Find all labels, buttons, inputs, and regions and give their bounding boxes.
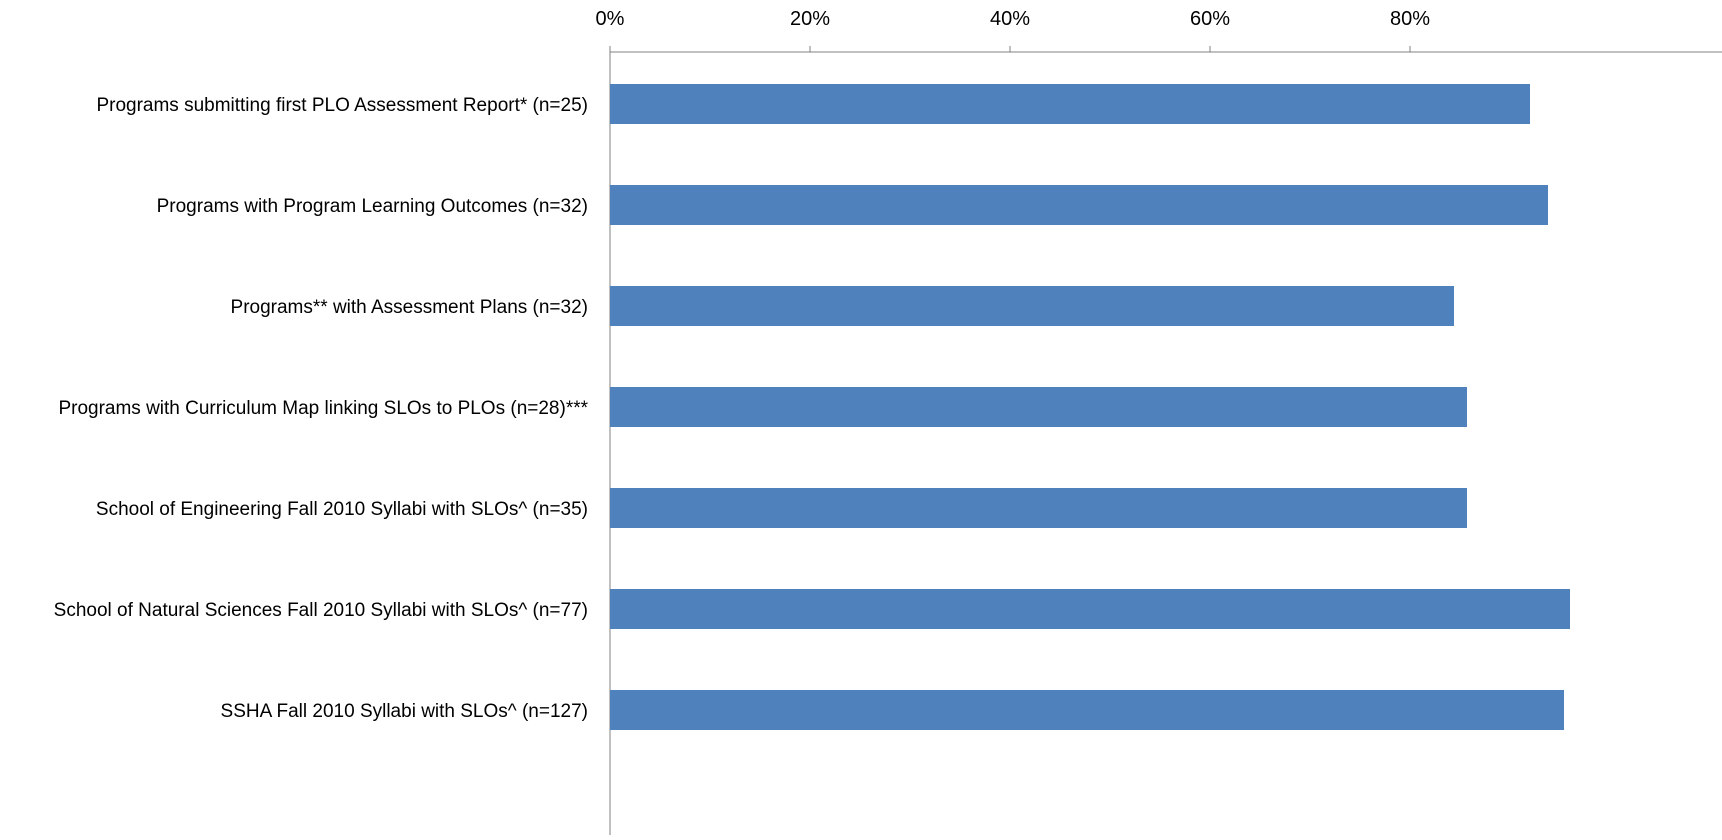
category-label: Programs submitting first PLO Assessment… [96,95,588,116]
x-tick-label: 40% [990,8,1030,30]
category-label: School of Engineering Fall 2010 Syllabi … [96,499,588,520]
category-label: Programs with Program Learning Outcomes … [157,196,588,217]
bar [610,286,1454,326]
bar [610,84,1530,124]
x-tick-label: 20% [790,8,830,30]
bar [610,387,1467,427]
bar [610,185,1548,225]
x-tick-label: 80% [1390,8,1430,30]
bar [610,488,1467,528]
x-tick-label: 60% [1190,8,1230,30]
category-labels: Programs submitting first PLO Assessment… [54,95,589,722]
bar [610,690,1564,730]
category-label: Programs with Curriculum Map linking SLO… [58,398,588,419]
category-label: SSHA Fall 2010 Syllabi with SLOs^ (n=127… [221,701,588,722]
x-tick-label: 0% [596,8,625,30]
category-label: School of Natural Sciences Fall 2010 Syl… [54,600,588,621]
bars [610,84,1570,730]
x-tick-labels: 0% 20% 40% 60% 80% [596,8,1431,30]
category-label: Programs** with Assessment Plans (n=32) [231,297,588,318]
bar [610,589,1570,629]
